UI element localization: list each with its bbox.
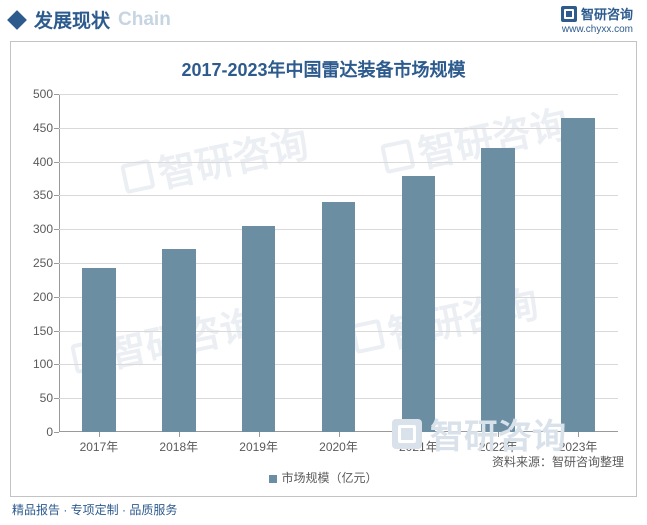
bar xyxy=(322,202,356,432)
y-tick xyxy=(54,94,59,95)
y-axis-label: 300 xyxy=(33,222,53,236)
source-text: 资料来源：智研咨询整理 xyxy=(492,453,624,470)
y-tick xyxy=(54,162,59,163)
y-axis-label: 100 xyxy=(33,357,53,371)
x-axis-label: 2020年 xyxy=(319,438,358,455)
legend-label: 市场规模（亿元） xyxy=(281,471,377,485)
legend: 市场规模（亿元） xyxy=(11,469,636,486)
y-tick xyxy=(54,331,59,332)
bar xyxy=(481,148,515,432)
y-axis-label: 200 xyxy=(33,290,53,304)
y-tick xyxy=(54,432,59,433)
grid-line xyxy=(59,195,618,196)
bar xyxy=(82,268,116,432)
brand-url: www.chyxx.com xyxy=(561,24,633,35)
grid-line xyxy=(59,162,618,163)
header-title-cn: 发展现状 xyxy=(34,6,110,33)
page-header: 发展现状 Chain 智研咨询 www.chyxx.com xyxy=(0,0,647,37)
y-axis-label: 0 xyxy=(46,425,53,439)
x-axis-label: 2019年 xyxy=(239,438,278,455)
footer-text: 精品报告 · 专项定制 · 品质服务 xyxy=(0,497,647,518)
y-tick xyxy=(54,263,59,264)
plot-area: 0501001502002503003504004505002017年2018年… xyxy=(59,94,618,432)
x-axis-label: 2018年 xyxy=(159,438,198,455)
chart-container: 智研咨询 智研咨询 智研咨询 智研咨询 2017-2023年中国雷达装备市场规模… xyxy=(10,41,637,497)
brand-name: 智研咨询 xyxy=(581,4,633,23)
y-tick xyxy=(54,195,59,196)
bar xyxy=(402,176,436,432)
brand-block: 智研咨询 www.chyxx.com xyxy=(561,4,633,35)
y-tick xyxy=(54,229,59,230)
x-axis-label: 2021年 xyxy=(399,438,438,455)
y-axis-label: 350 xyxy=(33,188,53,202)
bar xyxy=(242,226,276,432)
brand-logo-icon xyxy=(561,6,577,22)
bar xyxy=(162,249,196,432)
legend-swatch-icon xyxy=(269,475,277,483)
y-tick xyxy=(54,398,59,399)
y-axis-label: 150 xyxy=(33,324,53,338)
y-axis-label: 250 xyxy=(33,256,53,270)
x-axis-label: 2017年 xyxy=(80,438,119,455)
y-axis-label: 400 xyxy=(33,155,53,169)
grid-line xyxy=(59,94,618,95)
header-title-en: Chain xyxy=(118,9,171,31)
y-axis-label: 500 xyxy=(33,87,53,101)
y-axis-label: 450 xyxy=(33,121,53,135)
chart-title: 2017-2023年中国雷达装备市场规模 xyxy=(11,42,636,82)
y-axis-label: 50 xyxy=(40,391,53,405)
y-tick xyxy=(54,297,59,298)
bar xyxy=(561,118,595,432)
grid-line xyxy=(59,128,618,129)
y-tick xyxy=(54,364,59,365)
header-bullet-icon xyxy=(7,10,27,30)
y-tick xyxy=(54,128,59,129)
